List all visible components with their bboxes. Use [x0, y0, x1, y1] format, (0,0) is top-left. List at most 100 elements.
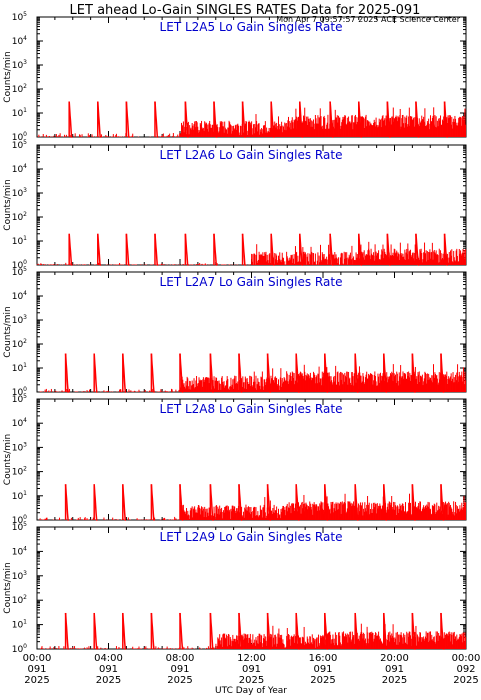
spike-decay: [213, 101, 218, 138]
y-tick-exp: 3: [23, 570, 27, 577]
panel-frame: [36, 526, 467, 650]
y-tick-base: 10: [12, 292, 24, 302]
y-tick-label: 102: [12, 338, 27, 350]
y-tick-exp: 0: [23, 514, 27, 521]
x-tick-year: 2025: [453, 675, 478, 686]
timestamp: Mon Apr 7 09:57:57 2025 ACE Science Cent…: [276, 15, 461, 24]
data-series: [39, 353, 467, 393]
y-tick-exp: 2: [23, 211, 27, 218]
y-tick-base: 10: [12, 596, 24, 606]
y-tick-base: 10: [12, 621, 24, 631]
spike-decay: [295, 612, 300, 650]
y-tick-exp: 5: [23, 139, 27, 146]
spike-decay: [386, 101, 391, 138]
spike-decay: [154, 233, 159, 266]
spike-decay: [179, 484, 184, 521]
y-tick-label: 105: [12, 11, 27, 23]
y-tick-base: 10: [12, 85, 24, 95]
y-axis-label: Counts/min: [3, 306, 13, 357]
spike-decay: [443, 233, 448, 266]
y-tick-label: 101: [12, 619, 27, 631]
y-tick-base: 10: [12, 109, 24, 119]
y-tick-label: 100: [12, 386, 27, 398]
y-tick-exp: 2: [23, 594, 27, 601]
spike-decay: [386, 233, 391, 266]
spike-decay: [440, 612, 445, 650]
data-series: [37, 101, 467, 138]
spike-decay: [150, 353, 155, 393]
y-tick-label: 104: [12, 545, 27, 557]
spike-decay: [440, 353, 445, 393]
y-axis-label: Counts/min: [3, 51, 13, 102]
spike-decay: [329, 101, 334, 138]
y-tick-label: 101: [12, 107, 27, 119]
y-tick-exp: 5: [23, 521, 27, 528]
panel-frame: [36, 144, 467, 266]
y-tick-base: 10: [12, 523, 24, 533]
spike-decay: [415, 233, 420, 266]
y-tick-base: 10: [12, 645, 24, 655]
spike-decay: [383, 353, 388, 393]
y-tick-label: 100: [12, 643, 27, 655]
spike-decay: [97, 233, 101, 266]
y-tick-base: 10: [12, 572, 24, 582]
y-tick-exp: 4: [23, 545, 27, 552]
y-tick-exp: 5: [23, 11, 27, 18]
y-tick-base: 10: [12, 443, 24, 453]
spike-decay: [209, 353, 214, 393]
spike-decay: [93, 484, 98, 521]
spike-decay: [154, 101, 159, 138]
y-tick-label: 103: [12, 570, 27, 582]
spike-decay: [179, 353, 184, 393]
spike-decay: [299, 101, 304, 138]
panel-title: LET L2A5 Lo Gain Singles Rate: [160, 20, 343, 34]
spike-decay: [64, 612, 69, 650]
spike-decay: [241, 233, 246, 266]
spike-decay: [358, 233, 362, 266]
x-tick-time: 08:00: [166, 653, 195, 664]
x-tick-day: 091: [27, 664, 46, 675]
y-tick-base: 10: [12, 547, 24, 557]
spike-decay: [93, 353, 98, 393]
y-tick-label: 100: [12, 259, 27, 271]
y-tick-exp: 1: [23, 362, 27, 369]
spike-decay: [122, 484, 127, 521]
y-tick-base: 10: [12, 213, 24, 223]
panel-title: LET L2A7 Lo Gain Singles Rate: [160, 275, 343, 289]
y-tick-exp: 0: [23, 131, 27, 138]
x-tick-day: 091: [99, 664, 118, 675]
spike-decay: [324, 484, 329, 521]
y-tick-base: 10: [12, 61, 24, 71]
y-tick-base: 10: [12, 395, 24, 405]
y-tick-label: 105: [12, 521, 27, 533]
y-tick-exp: 3: [23, 441, 27, 448]
x-tick-time: 12:00: [237, 653, 266, 664]
y-tick-base: 10: [12, 268, 24, 278]
y-tick-base: 10: [12, 165, 24, 175]
x-tick-day: 091: [170, 664, 189, 675]
spike-decay: [122, 612, 127, 650]
y-tick-exp: 1: [23, 235, 27, 242]
y-tick-exp: 0: [23, 386, 27, 393]
spike-decay: [213, 233, 218, 266]
y-tick-base: 10: [12, 189, 24, 199]
spike-decay: [354, 484, 359, 521]
x-tick-day: 091: [242, 664, 261, 675]
x-tick-year: 2025: [310, 675, 335, 686]
y-tick-base: 10: [12, 364, 24, 374]
spike-decay: [68, 233, 73, 266]
y-tick-base: 10: [12, 141, 24, 151]
y-tick-exp: 4: [23, 417, 27, 424]
y-tick-label: 103: [12, 441, 27, 453]
spike-decay: [383, 484, 388, 521]
spike-decay: [411, 484, 416, 521]
spike-decay: [354, 353, 359, 393]
y-tick-label: 103: [12, 314, 27, 326]
x-tick-time: 20:00: [380, 653, 409, 664]
panel-title: LET L2A8 Lo Gain Singles Rate: [160, 402, 343, 416]
y-tick-label: 101: [12, 362, 27, 374]
